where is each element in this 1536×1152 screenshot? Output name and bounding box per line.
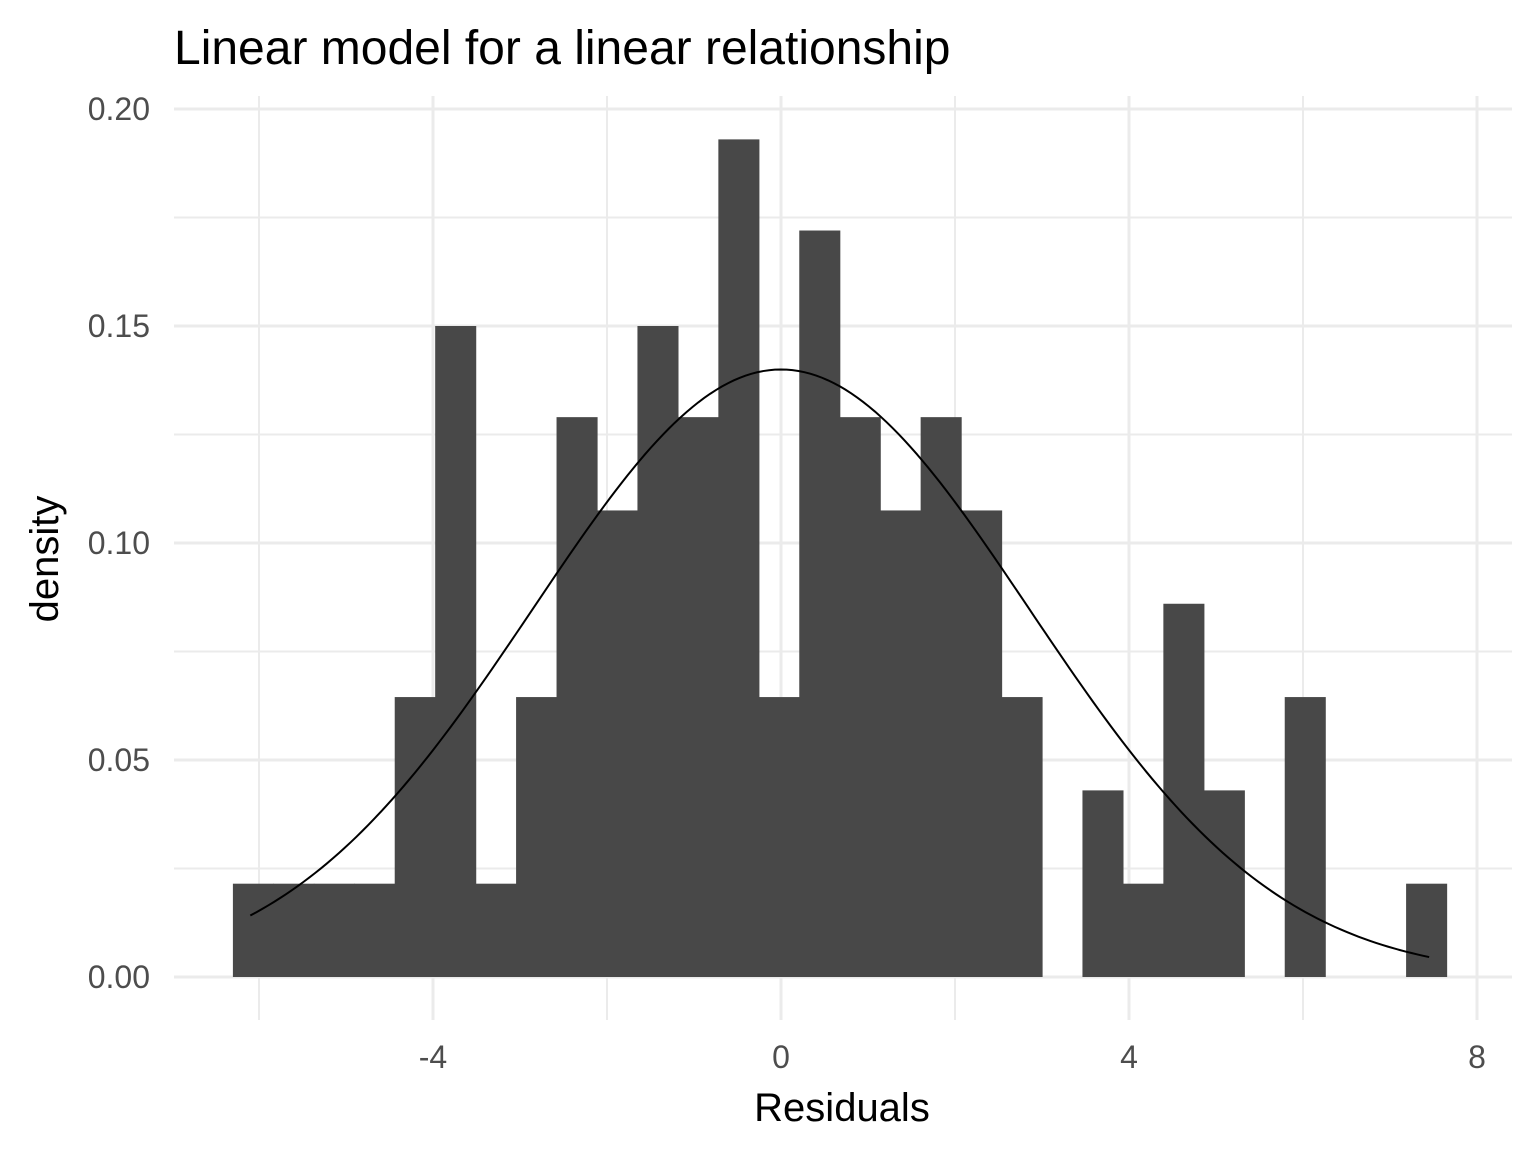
y-axis-title: density — [23, 496, 67, 623]
x-tick-label: 4 — [1120, 1039, 1138, 1075]
histogram-bars — [232, 139, 1448, 977]
histogram-bar — [354, 883, 396, 977]
y-tick-label: 0.10 — [88, 525, 150, 561]
x-tick-label: -4 — [419, 1039, 447, 1075]
histogram-bar — [758, 697, 800, 977]
histogram-bar — [516, 697, 558, 977]
histogram-bar — [1284, 697, 1326, 977]
x-axis-tick-labels: -4 0 4 8 — [419, 1039, 1486, 1075]
histogram-bar — [637, 326, 679, 977]
histogram-bar — [839, 417, 881, 977]
y-tick-label: 0.05 — [88, 742, 150, 778]
y-tick-label: 0.00 — [88, 959, 150, 995]
x-axis-title: Residuals — [754, 1086, 930, 1130]
histogram-bar — [1122, 883, 1164, 977]
histogram-bar — [799, 230, 841, 977]
normal-density-curve — [249, 368, 1430, 959]
histogram-bar — [1406, 883, 1448, 977]
y-tick-label: 0.20 — [88, 91, 150, 127]
histogram-bar — [232, 883, 274, 977]
histogram-bar — [880, 510, 922, 977]
x-tick-label: 8 — [1468, 1039, 1486, 1075]
histogram-bar — [677, 417, 719, 977]
histogram-bar — [596, 510, 639, 977]
histogram-bar — [273, 883, 315, 977]
chart-title: Linear model for a linear relationship — [174, 22, 950, 75]
y-tick-label: 0.15 — [88, 308, 150, 344]
histogram-bar — [435, 326, 477, 977]
histogram-bar — [1203, 790, 1245, 977]
histogram-bar — [961, 510, 1003, 977]
histogram-bar — [920, 417, 962, 977]
histogram-bar — [394, 697, 436, 977]
histogram-bar — [1082, 790, 1124, 977]
histogram-bar — [313, 883, 355, 977]
y-axis-tick-labels: 0.00 0.05 0.10 0.15 0.20 — [88, 91, 150, 995]
histogram-bar — [556, 417, 598, 977]
histogram-bar — [475, 883, 517, 977]
histogram-bar — [718, 139, 760, 977]
x-tick-label: 0 — [772, 1039, 790, 1075]
histogram-bar — [1001, 697, 1043, 977]
histogram-bar — [1163, 603, 1205, 977]
